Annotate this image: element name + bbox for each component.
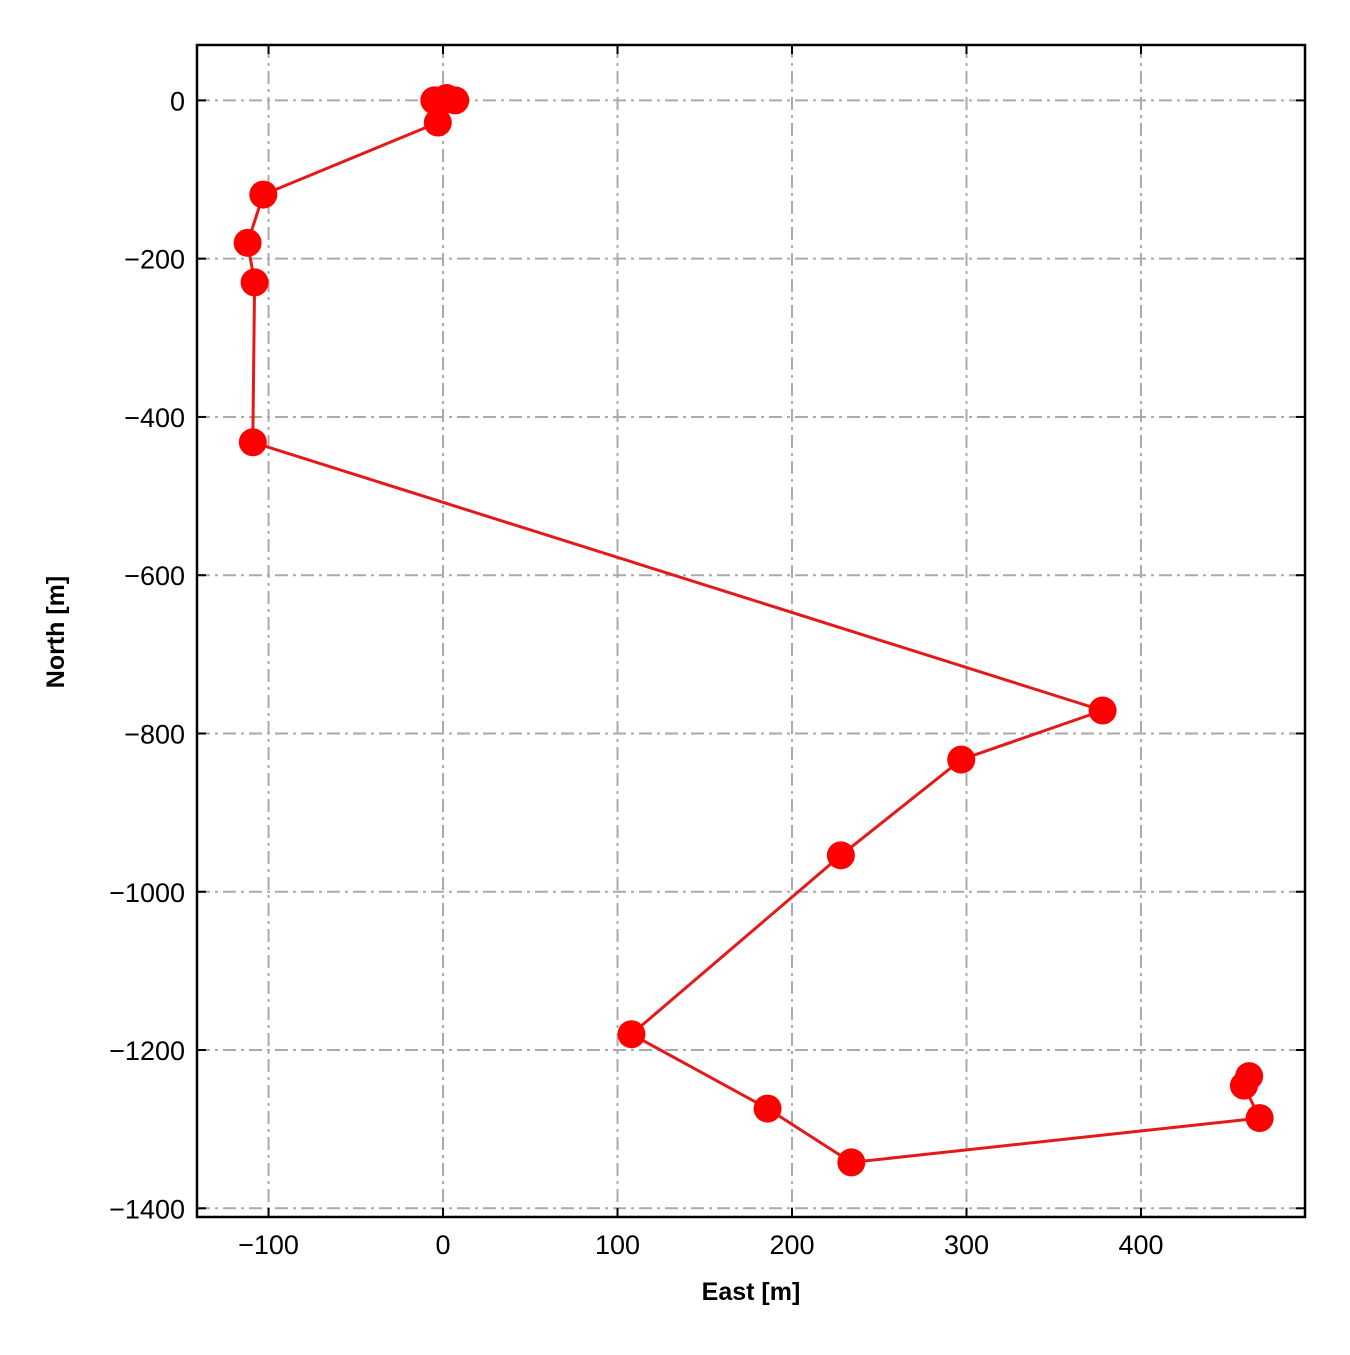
data-point: [249, 180, 278, 209]
series-line: [246, 96, 1262, 1164]
x-tick-label: 400: [1118, 1230, 1163, 1260]
series-line-layer: [246, 96, 1262, 1164]
data-point: [837, 1148, 866, 1177]
x-tick-label: 100: [595, 1230, 640, 1260]
x-tick-label: 300: [944, 1230, 989, 1260]
y-tick-labels: 0 −200 −400 −600 −800 −1000 −1200 −1400: [109, 86, 185, 1224]
data-point: [1088, 696, 1117, 725]
tick-marks: [197, 45, 1305, 1217]
y-tick-label: −800: [124, 719, 185, 749]
y-tick-label: −1200: [109, 1036, 185, 1066]
y-axis-label: North [m]: [42, 576, 70, 688]
x-tick-label: 0: [436, 1230, 451, 1260]
y-tick-label: −400: [124, 403, 185, 433]
y-tick-label: −200: [124, 245, 185, 275]
y-tick-label: −600: [124, 561, 185, 591]
data-point: [233, 228, 262, 257]
data-point: [423, 108, 452, 137]
data-point: [1245, 1104, 1274, 1133]
y-tick-label: −1000: [109, 878, 185, 908]
y-tick-label: 0: [170, 86, 185, 116]
data-point: [826, 841, 855, 870]
plot-frame: [195, 43, 1307, 1219]
data-point: [617, 1020, 646, 1049]
x-tick-labels: −100 0 100 200 300 400: [238, 1230, 1163, 1260]
data-point: [1235, 1062, 1264, 1091]
grid-lines: [197, 45, 1305, 1217]
x-tick-label: −100: [238, 1230, 299, 1260]
data-points: [233, 84, 1274, 1177]
data-point: [947, 745, 976, 774]
data-point: [238, 428, 267, 457]
data-point: [753, 1094, 782, 1123]
y-tick-label: −1400: [109, 1194, 185, 1224]
x-tick-label: 200: [769, 1230, 814, 1260]
data-point: [441, 86, 470, 115]
x-axis-label: East [m]: [702, 1278, 801, 1306]
data-point: [240, 268, 269, 297]
